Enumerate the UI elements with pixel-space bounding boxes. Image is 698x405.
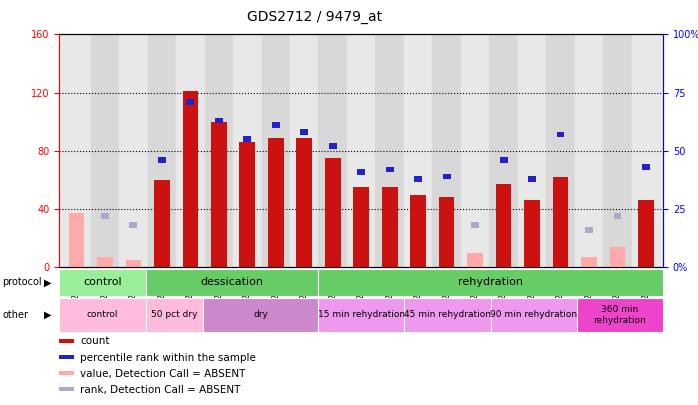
Bar	[268, 138, 283, 267]
Bar	[68, 213, 84, 267]
Bar	[205, 34, 233, 267]
Bar	[176, 34, 205, 267]
Bar	[603, 34, 632, 267]
Text: 90 min rehydration: 90 min rehydration	[490, 310, 577, 320]
Text: 45 min rehydration: 45 min rehydration	[404, 310, 491, 320]
Bar	[325, 158, 341, 267]
Bar	[119, 34, 147, 267]
Bar	[461, 34, 489, 267]
Bar	[489, 34, 518, 267]
Bar	[300, 129, 309, 135]
Bar	[614, 213, 621, 219]
Bar	[129, 222, 138, 228]
Bar	[68, 213, 84, 267]
Bar	[62, 34, 91, 267]
Bar	[500, 157, 507, 163]
Text: count: count	[80, 336, 110, 346]
Bar	[642, 164, 650, 170]
Text: value, Detection Call = ABSENT: value, Detection Call = ABSENT	[80, 369, 246, 379]
Bar	[376, 34, 404, 267]
Bar	[297, 138, 312, 267]
Bar	[272, 122, 280, 128]
Bar	[59, 371, 75, 375]
Bar	[347, 34, 376, 267]
Bar	[491, 298, 577, 332]
Text: control: control	[87, 310, 118, 320]
Text: rehydration: rehydration	[458, 277, 523, 288]
Bar	[318, 34, 347, 267]
Text: percentile rank within the sample: percentile rank within the sample	[80, 352, 256, 362]
Bar	[638, 200, 654, 267]
Bar	[154, 180, 170, 267]
Bar	[211, 122, 227, 267]
Text: rank, Detection Call = ABSENT: rank, Detection Call = ABSENT	[80, 385, 241, 395]
Bar	[244, 136, 251, 142]
Bar	[101, 213, 109, 219]
Text: dry: dry	[253, 310, 268, 320]
Text: 360 min
rehydration: 360 min rehydration	[593, 305, 646, 324]
Bar	[146, 269, 318, 296]
Text: protocol: protocol	[2, 277, 42, 288]
Bar	[97, 257, 113, 267]
Text: 50 pct dry: 50 pct dry	[151, 310, 198, 320]
Bar	[59, 339, 75, 343]
Bar	[404, 298, 491, 332]
Bar	[386, 166, 394, 173]
Bar	[585, 227, 593, 233]
Bar	[467, 253, 483, 267]
Bar	[496, 184, 512, 267]
Bar	[186, 99, 194, 105]
Bar	[59, 269, 146, 296]
Bar	[59, 298, 146, 332]
Text: control: control	[83, 277, 121, 288]
Bar	[59, 387, 75, 391]
Bar	[318, 269, 663, 296]
Bar	[239, 142, 255, 267]
Bar	[203, 298, 318, 332]
Bar	[471, 222, 479, 228]
Bar	[233, 34, 262, 267]
Bar	[382, 187, 398, 267]
Bar	[318, 298, 404, 332]
Bar	[329, 143, 336, 149]
Bar	[158, 157, 165, 163]
Bar	[518, 34, 547, 267]
Bar	[524, 200, 540, 267]
Bar	[357, 169, 365, 175]
Bar	[632, 34, 660, 267]
Bar	[577, 298, 663, 332]
Bar	[581, 257, 597, 267]
Bar	[609, 247, 625, 267]
Text: 15 min rehydration: 15 min rehydration	[318, 310, 405, 320]
Bar	[547, 34, 575, 267]
Bar	[91, 34, 119, 267]
Bar	[182, 91, 198, 267]
Bar	[146, 298, 203, 332]
Bar	[410, 194, 426, 267]
Bar	[557, 132, 565, 137]
Bar	[215, 118, 223, 124]
Bar	[290, 34, 318, 267]
Text: ▶: ▶	[44, 310, 52, 320]
Text: GDS2712 / 9479_at: GDS2712 / 9479_at	[246, 10, 382, 24]
Text: dessication: dessication	[200, 277, 263, 288]
Bar	[575, 34, 603, 267]
Bar	[443, 174, 451, 179]
Bar	[528, 176, 536, 182]
Bar	[59, 355, 75, 359]
Bar	[553, 177, 568, 267]
Text: other: other	[2, 310, 28, 320]
Bar	[404, 34, 433, 267]
Bar	[439, 198, 454, 267]
Bar	[262, 34, 290, 267]
Bar	[433, 34, 461, 267]
Bar	[353, 187, 369, 267]
Bar	[414, 176, 422, 182]
Bar	[147, 34, 176, 267]
Bar	[126, 260, 141, 267]
Text: ▶: ▶	[44, 277, 52, 288]
